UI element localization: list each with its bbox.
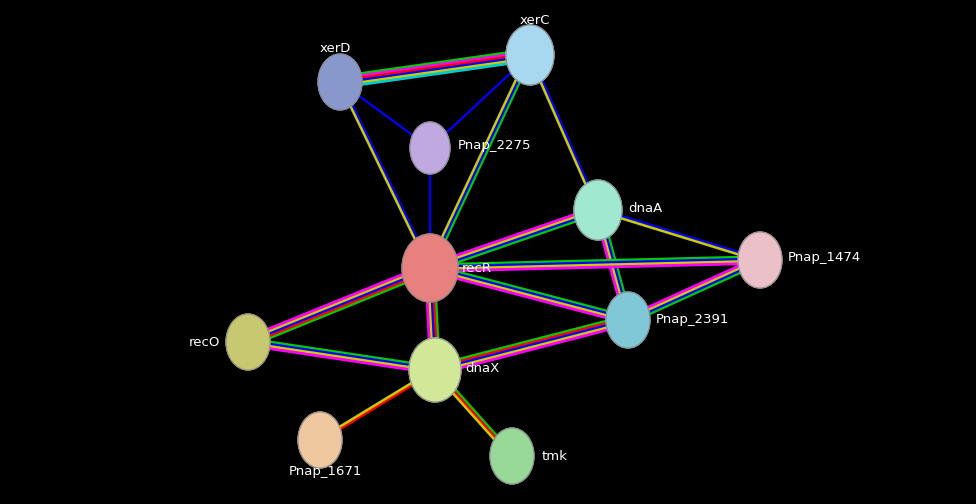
Text: Pnap_2275: Pnap_2275 [458, 140, 532, 153]
Text: xerD: xerD [319, 41, 350, 54]
Text: dnaA: dnaA [628, 202, 663, 215]
Text: xerC: xerC [520, 15, 550, 28]
Ellipse shape [409, 338, 461, 402]
Text: Pnap_2391: Pnap_2391 [656, 313, 729, 327]
Ellipse shape [318, 54, 362, 110]
Ellipse shape [574, 180, 622, 240]
Ellipse shape [606, 292, 650, 348]
Text: tmk: tmk [542, 450, 568, 463]
Ellipse shape [738, 232, 782, 288]
Ellipse shape [506, 25, 554, 85]
Text: Pnap_1474: Pnap_1474 [788, 251, 861, 265]
Ellipse shape [402, 234, 458, 302]
Ellipse shape [490, 428, 534, 484]
Ellipse shape [410, 122, 450, 174]
Text: recO: recO [188, 336, 220, 348]
Text: Pnap_1671: Pnap_1671 [288, 466, 362, 478]
Text: recR: recR [462, 262, 492, 275]
Text: dnaX: dnaX [465, 361, 500, 374]
Ellipse shape [298, 412, 342, 468]
Ellipse shape [226, 314, 270, 370]
